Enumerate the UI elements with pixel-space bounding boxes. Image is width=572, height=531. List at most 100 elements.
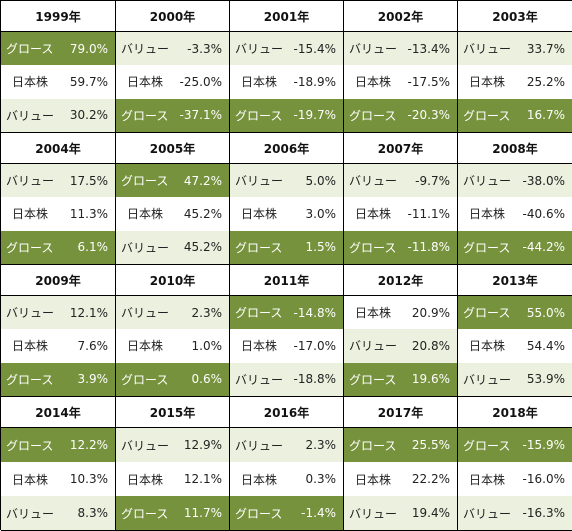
category-label: グロース [349, 372, 397, 387]
return-row: バリュー -15.4% [230, 32, 343, 66]
category-label: グロース [235, 506, 283, 521]
return-row: グロース 6.1% [1, 230, 115, 264]
return-row: バリュー 12.1% [1, 296, 115, 330]
return-row: 日本株 59.7% [1, 65, 115, 99]
category-label: 日本株 [355, 306, 392, 321]
return-row: バリュー 45.2% [116, 230, 229, 264]
return-row: 日本株 -16.0% [458, 462, 572, 496]
return-row: 日本株 -17.5% [344, 65, 457, 99]
return-value: -20.3% [407, 108, 450, 123]
year-header: 2001年 [230, 1, 343, 32]
return-row: バリュー 19.4% [344, 496, 457, 530]
category-label: グロース [121, 174, 169, 189]
return-row: バリュー -18.8% [230, 362, 343, 396]
return-value: 25.5% [411, 438, 450, 452]
category-label: バリュー [6, 306, 55, 321]
return-value: -37.1% [179, 108, 222, 123]
return-row: バリュー -13.4% [344, 32, 457, 66]
category-label: バリュー [463, 42, 512, 57]
return-row: グロース -37.1% [116, 98, 229, 132]
category-label: グロース [463, 306, 511, 321]
return-value: -44.2% [522, 240, 565, 255]
return-row: 日本株 20.9% [344, 296, 457, 330]
year-header: 2005年 [116, 133, 229, 164]
category-label: 日本株 [127, 339, 164, 354]
year-header: 2006年 [230, 133, 343, 164]
return-value: -18.9% [293, 74, 336, 89]
category-label: グロース [463, 108, 511, 123]
return-row: 日本株 3.0% [230, 197, 343, 231]
return-row: バリュー -16.3% [458, 496, 572, 530]
year-header: 2017年 [344, 397, 457, 428]
category-label: 日本株 [127, 472, 164, 487]
return-value: 30.2% [69, 108, 108, 123]
return-row: バリュー -3.3% [116, 32, 229, 66]
year-block: 2002年 バリュー -13.4% 日本株 -17.5% グロース -20.3% [344, 1, 458, 133]
return-value: -25.0% [179, 74, 222, 89]
category-label: バリュー [349, 42, 398, 57]
category-label: 日本株 [355, 207, 392, 222]
return-value: 3.0% [305, 206, 337, 221]
return-row: バリュー -38.0% [458, 164, 572, 198]
category-label: バリュー [235, 42, 284, 57]
return-value: 20.9% [411, 305, 450, 320]
return-row: グロース -44.2% [458, 230, 572, 264]
category-label: グロース [6, 438, 54, 453]
year-block: 2008年 バリュー -38.0% 日本株 -40.6% グロース -44.2% [458, 133, 572, 265]
year-block: 2003年 バリュー 33.7% 日本株 25.2% グロース 16.7% [458, 1, 572, 133]
year-header: 2002年 [344, 1, 457, 32]
return-row: グロース 16.7% [458, 98, 572, 132]
return-value: -38.0% [522, 173, 565, 188]
category-label: バリュー [6, 506, 55, 521]
category-label: バリュー [121, 240, 170, 255]
category-label: バリュー [121, 306, 170, 321]
category-label: バリュー [6, 174, 55, 189]
year-header: 2013年 [458, 265, 572, 296]
year-header: 2016年 [230, 397, 343, 428]
return-row: 日本株 11.3% [1, 197, 115, 231]
year-block: 2018年 グロース -15.9% 日本株 -16.0% バリュー -16.3% [458, 397, 572, 531]
return-row: グロース -1.4% [230, 496, 343, 530]
return-value: 2.3% [305, 438, 337, 452]
return-value: 3.9% [77, 372, 109, 387]
return-row: 日本株 -25.0% [116, 65, 229, 99]
category-label: 日本株 [469, 472, 506, 487]
year-block: 2015年 バリュー 12.9% 日本株 12.1% グロース 11.7% [116, 397, 230, 531]
return-value: -16.3% [522, 506, 565, 520]
category-label: バリュー [463, 372, 512, 387]
return-value: 54.4% [526, 338, 565, 353]
return-value: 11.3% [69, 206, 108, 221]
year-block: 2001年 バリュー -15.4% 日本株 -18.9% グロース -19.7% [230, 1, 344, 133]
return-value: 79.0% [69, 41, 108, 56]
year-block: 2004年 バリュー 17.5% 日本株 11.3% グロース 6.1% [1, 133, 116, 265]
return-row: バリュー 30.2% [1, 98, 115, 132]
category-label: グロース [6, 372, 54, 387]
return-value: 0.6% [191, 372, 223, 387]
return-row: 日本株 45.2% [116, 197, 229, 231]
return-value: -1.4% [301, 506, 336, 520]
return-value: -17.5% [407, 74, 450, 89]
return-value: -40.6% [522, 206, 565, 221]
return-value: 19.4% [411, 506, 450, 520]
category-label: バリュー [349, 506, 398, 521]
year-header: 2014年 [1, 397, 115, 428]
year-block: 2017年 グロース 25.5% 日本株 22.2% バリュー 19.4% [344, 397, 458, 531]
return-value: 12.2% [69, 438, 108, 452]
return-row: 日本株 7.6% [1, 329, 115, 363]
return-row: バリュー 33.7% [458, 32, 572, 66]
return-row: バリュー 20.8% [344, 329, 457, 363]
return-row: グロース 55.0% [458, 296, 572, 330]
category-label: バリュー [235, 174, 284, 189]
return-value: -11.8% [407, 240, 450, 255]
year-block: 2010年 バリュー 2.3% 日本株 1.0% グロース 0.6% [116, 265, 230, 397]
year-block: 2016年 バリュー 2.3% 日本株 0.3% グロース -1.4% [230, 397, 344, 531]
return-value: 17.5% [69, 173, 108, 188]
year-block: 2014年 グロース 12.2% 日本株 10.3% バリュー 8.3% [1, 397, 116, 531]
return-value: -17.0% [293, 338, 336, 353]
category-label: グロース [349, 240, 397, 255]
year-block: 2013年 グロース 55.0% 日本株 54.4% バリュー 53.9% [458, 265, 572, 397]
year-header: 1999年 [1, 1, 115, 32]
category-label: グロース [349, 438, 397, 453]
category-label: 日本株 [127, 207, 164, 222]
